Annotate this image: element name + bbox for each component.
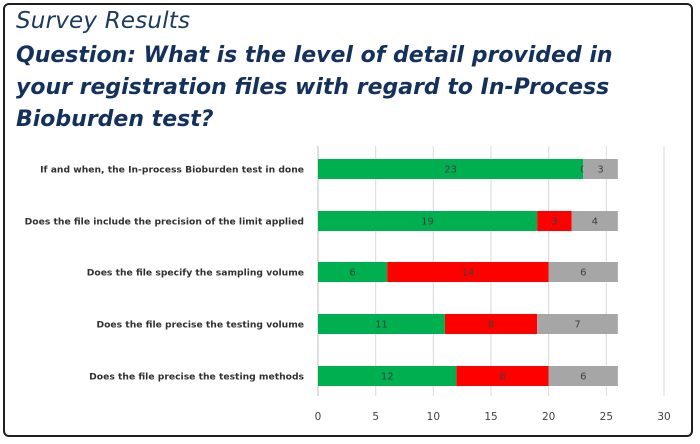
bar-segment — [537, 211, 572, 231]
data-label: 11 — [375, 320, 388, 331]
category-label: Does the file include the precision of t… — [25, 217, 304, 228]
x-tick-label: 20 — [542, 411, 555, 423]
x-tick-label: 25 — [600, 411, 613, 423]
bar-segment — [583, 159, 618, 179]
bar-segment — [571, 211, 618, 231]
data-label: 6 — [580, 268, 586, 279]
data-label: 8 — [488, 320, 494, 331]
data-label: 6 — [580, 372, 586, 383]
data-label: 19 — [421, 217, 434, 228]
x-tick-label: 0 — [315, 411, 322, 423]
bar-segment — [444, 314, 538, 334]
data-label: 14 — [462, 268, 475, 279]
data-label: 3 — [551, 217, 557, 228]
category-label: If and when, the In-process Bioburden te… — [40, 165, 304, 176]
data-label: 12 — [381, 372, 394, 383]
x-tick-label: 15 — [484, 411, 497, 423]
slide-kicker: Survey Results — [16, 8, 191, 34]
data-label: 3 — [597, 165, 603, 176]
bar-segment — [537, 314, 618, 334]
category-label: Does the file precise the testing volume — [96, 320, 304, 331]
data-label: 6 — [349, 268, 355, 279]
data-label: 7 — [574, 320, 580, 331]
bar-segment — [318, 211, 538, 231]
x-tick-label: 30 — [657, 411, 670, 423]
bar-segment — [548, 262, 618, 282]
bar-segment — [548, 366, 618, 386]
data-label: 4 — [592, 217, 598, 228]
bar-segment — [456, 366, 549, 386]
x-tick-label: 10 — [427, 411, 440, 423]
bar-segment — [387, 262, 549, 282]
bar-segment — [318, 159, 584, 179]
category-label: Does the file specify the sampling volum… — [87, 268, 304, 279]
category-label: Does the file precise the testing method… — [89, 372, 304, 383]
x-tick-label: 5 — [372, 411, 379, 423]
bar-segment — [318, 314, 445, 334]
data-label: 23 — [444, 165, 457, 176]
bar-segment — [318, 262, 388, 282]
data-label: 8 — [499, 372, 505, 383]
slide-question: Question: What is the level of detail pr… — [16, 43, 613, 132]
bar-segment — [318, 366, 457, 386]
